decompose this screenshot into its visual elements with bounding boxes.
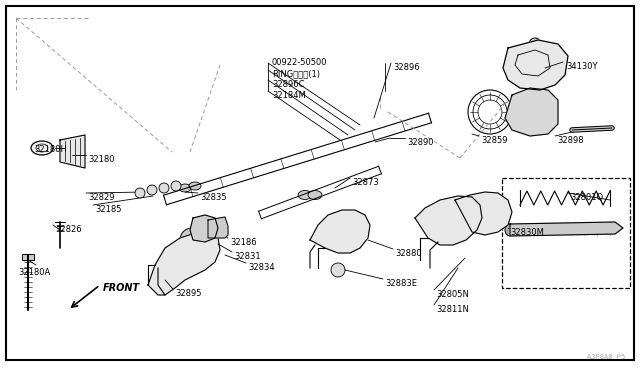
Text: 32896C: 32896C [272, 80, 305, 89]
Polygon shape [503, 40, 568, 90]
Ellipse shape [179, 184, 191, 192]
Circle shape [448, 208, 468, 228]
Ellipse shape [189, 182, 201, 190]
Bar [502, 178, 630, 288]
Text: A3P8A0 P5: A3P8A0 P5 [587, 354, 625, 360]
Text: 32859: 32859 [481, 136, 508, 145]
Ellipse shape [505, 224, 515, 236]
Text: 32835: 32835 [200, 193, 227, 202]
Ellipse shape [298, 190, 312, 199]
Text: 32880: 32880 [395, 249, 422, 258]
Text: 32896: 32896 [393, 63, 420, 72]
Circle shape [332, 218, 352, 238]
Circle shape [453, 213, 463, 223]
Text: 32801Q: 32801Q [570, 193, 603, 202]
Polygon shape [148, 232, 220, 295]
Text: 32831: 32831 [234, 252, 260, 261]
Circle shape [337, 223, 347, 233]
Circle shape [135, 188, 145, 198]
Text: 32180H: 32180H [34, 145, 67, 154]
Text: 32895: 32895 [175, 289, 202, 298]
Text: 32184M: 32184M [272, 91, 306, 100]
Text: RINGリング(1): RINGリング(1) [272, 69, 320, 78]
Polygon shape [455, 192, 512, 235]
Polygon shape [310, 210, 370, 253]
Ellipse shape [31, 141, 53, 155]
Polygon shape [60, 135, 85, 168]
Text: FRONT: FRONT [103, 283, 140, 293]
Text: 32186: 32186 [230, 238, 257, 247]
Polygon shape [190, 215, 218, 242]
Circle shape [180, 228, 204, 252]
Circle shape [159, 183, 169, 193]
Text: 32890: 32890 [407, 138, 433, 147]
Circle shape [186, 234, 198, 246]
Polygon shape [415, 196, 482, 245]
Bar [22, 254, 34, 260]
Text: 32826: 32826 [55, 225, 82, 234]
Circle shape [529, 38, 541, 50]
Polygon shape [208, 217, 228, 238]
Text: 00922-50500: 00922-50500 [272, 58, 328, 67]
Text: 32834: 32834 [248, 263, 275, 272]
Circle shape [147, 185, 157, 195]
Text: 34130Y: 34130Y [566, 62, 598, 71]
Circle shape [171, 181, 181, 191]
Text: 32805N: 32805N [436, 290, 469, 299]
Polygon shape [505, 88, 558, 136]
Text: 32180: 32180 [88, 155, 115, 164]
Text: 32873: 32873 [352, 178, 379, 187]
Polygon shape [510, 222, 623, 236]
Text: 32898: 32898 [557, 136, 584, 145]
Text: 32883E: 32883E [385, 279, 417, 288]
Text: 32185: 32185 [95, 205, 122, 214]
Ellipse shape [308, 190, 322, 199]
Text: 32829: 32829 [88, 193, 115, 202]
Text: 32811N: 32811N [436, 305, 469, 314]
Text: 32830M: 32830M [510, 228, 544, 237]
Text: 32180A: 32180A [18, 268, 51, 277]
Circle shape [331, 263, 345, 277]
